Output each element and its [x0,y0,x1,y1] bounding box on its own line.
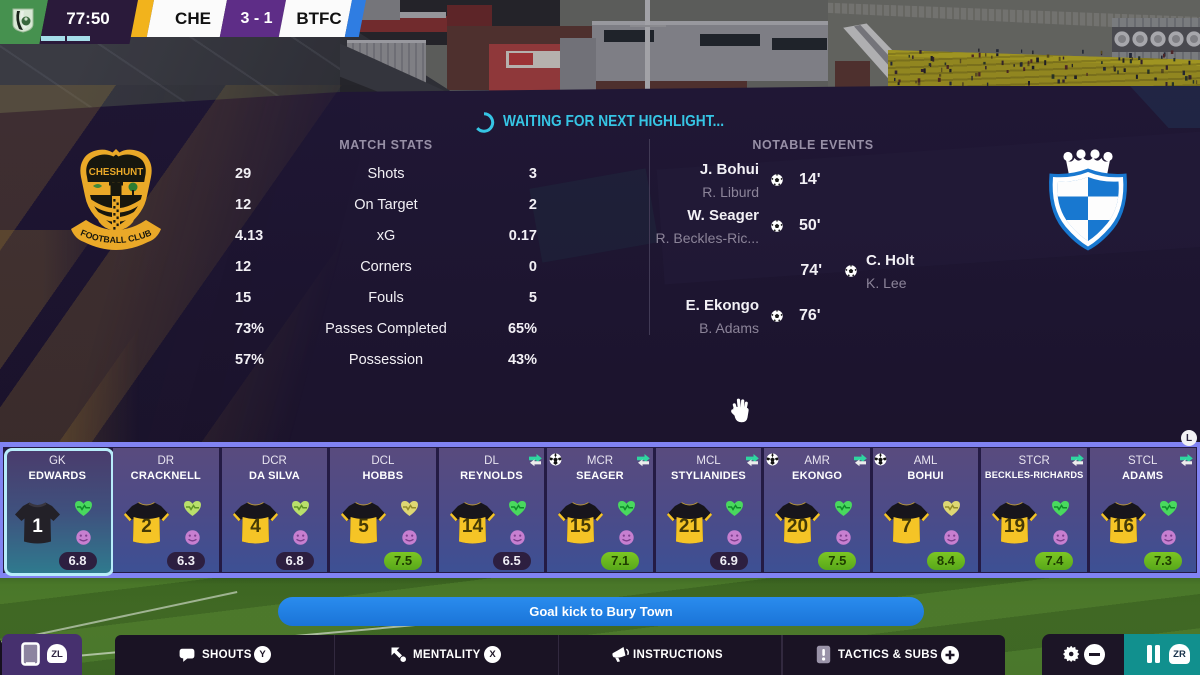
svg-text:1: 1 [32,516,43,537]
svg-text:4: 4 [250,516,261,537]
svg-text:21: 21 [679,516,701,537]
svg-text:14: 14 [462,516,484,537]
svg-text:20: 20 [787,516,808,537]
svg-text:16: 16 [1113,516,1134,537]
svg-text:7: 7 [901,516,912,537]
svg-text:2: 2 [141,516,152,537]
svg-text:5: 5 [358,516,369,537]
svg-text:19: 19 [1004,516,1025,537]
svg-text:15: 15 [570,516,592,537]
svg-text:CHESHUNT: CHESHUNT [89,167,143,178]
